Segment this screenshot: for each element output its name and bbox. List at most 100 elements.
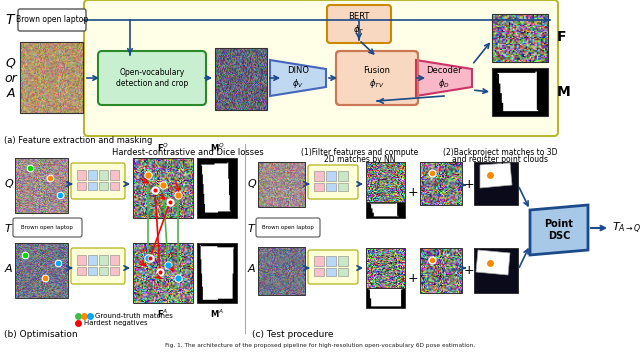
Text: $T_{A\to Q}$: $T_{A\to Q}$ [612,221,640,235]
Text: $T$: $T$ [247,222,257,234]
Bar [77,255,86,265]
Text: $\mathbf{F}^A$: $\mathbf{F}^A$ [157,308,169,321]
Bar [366,288,405,308]
Bar [340,55,377,101]
Bar [258,247,305,295]
Bar [77,170,86,180]
Text: $Q$
or
$A$: $Q$ or $A$ [4,56,17,100]
Bar [338,268,348,276]
Bar [77,182,86,190]
FancyBboxPatch shape [98,51,206,105]
Bar [15,243,68,298]
Bar [99,182,108,190]
Text: Hardest negatives: Hardest negatives [84,320,148,326]
FancyBboxPatch shape [336,51,418,105]
Polygon shape [416,60,472,96]
Text: and register point clouds: and register point clouds [452,155,548,164]
Bar [366,162,405,202]
Text: Fusion
$\phi_{TV}$: Fusion $\phi_{TV}$ [364,66,390,90]
Bar [338,183,348,191]
Text: +: + [464,263,474,276]
Text: Ground-truth matches: Ground-truth matches [95,313,173,319]
Bar [110,255,119,265]
Text: (1)Filter features and compute: (1)Filter features and compute [301,148,419,157]
Bar [326,183,336,191]
FancyBboxPatch shape [18,9,86,31]
Bar [133,158,193,218]
Text: Brown open laptop: Brown open laptop [21,225,73,229]
Bar [338,256,348,266]
Text: (c) Test procedure: (c) Test procedure [252,330,333,339]
Bar [314,183,324,191]
Text: $A$: $A$ [247,262,257,274]
Bar [474,162,518,205]
Text: $Q$: $Q$ [247,176,257,190]
Text: Hardest-contrastive and Dice losses: Hardest-contrastive and Dice losses [112,148,264,157]
Bar [88,255,97,265]
Text: $T$: $T$ [4,222,13,234]
Bar [492,68,548,116]
Text: $Q$: $Q$ [4,176,14,190]
Bar [133,243,193,303]
Text: $A$: $A$ [4,262,13,274]
Text: $\mathbf{M}^Q$: $\mathbf{M}^Q$ [209,142,225,154]
Text: +: + [408,271,419,285]
Bar [110,170,119,180]
Bar [420,162,462,205]
Bar [110,267,119,275]
Text: $\mathbf{F}$: $\mathbf{F}$ [556,30,566,44]
Text: $\mathbf{F}^Q$: $\mathbf{F}^Q$ [157,142,169,154]
Bar [366,202,405,218]
Text: Decoder
$\phi_D$: Decoder $\phi_D$ [426,66,462,90]
Bar [15,158,68,213]
Polygon shape [270,60,326,96]
Bar [326,256,336,266]
Text: BERT
$\phi_T$: BERT $\phi_T$ [348,12,370,36]
Text: +: + [464,179,474,191]
Text: DINO
$\phi_V$: DINO $\phi_V$ [287,66,309,90]
Bar [110,182,119,190]
FancyBboxPatch shape [84,0,558,136]
Bar [197,158,237,218]
Bar [492,14,548,62]
Text: $\mathbf{M}$: $\mathbf{M}$ [556,85,570,99]
Bar [88,182,97,190]
Bar [326,268,336,276]
Polygon shape [480,163,512,188]
Bar [420,248,462,293]
Bar [314,256,324,266]
Bar [326,171,336,181]
Text: (2)Backproject matches to 3D: (2)Backproject matches to 3D [443,148,557,157]
FancyBboxPatch shape [256,218,320,237]
Polygon shape [476,250,510,275]
Text: Brown open laptop: Brown open laptop [262,225,314,229]
Text: $\mathbf{M}^A$: $\mathbf{M}^A$ [210,308,224,321]
Text: Open-vocabulary
detection and crop: Open-vocabulary detection and crop [116,68,188,88]
Bar [99,170,108,180]
Bar [314,171,324,181]
Text: +: + [408,186,419,199]
Bar [215,48,267,110]
Bar [20,42,83,113]
Text: Fig. 1. The architecture of the proposed pipeline for high-resolution open-vocab: Fig. 1. The architecture of the proposed… [165,343,475,348]
Text: Point
DSC: Point DSC [545,219,573,241]
FancyBboxPatch shape [308,165,358,199]
Text: (b) Optimisation: (b) Optimisation [4,330,77,339]
Bar [88,267,97,275]
Text: $T$: $T$ [5,13,17,27]
Bar [366,248,405,288]
FancyBboxPatch shape [308,250,358,284]
Bar [197,243,237,303]
Bar [99,267,108,275]
FancyBboxPatch shape [13,218,82,237]
Bar [77,267,86,275]
Bar [88,170,97,180]
FancyBboxPatch shape [71,163,125,199]
Text: (a) Feature extraction and masking: (a) Feature extraction and masking [4,136,152,145]
Bar [474,248,518,293]
Bar [314,268,324,276]
Polygon shape [530,205,588,255]
Bar [338,171,348,181]
Text: Brown open laptop: Brown open laptop [16,16,88,24]
Bar [99,255,108,265]
